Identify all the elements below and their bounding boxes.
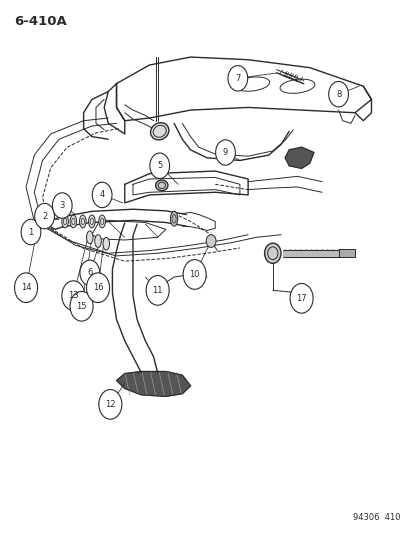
Circle shape — [70, 292, 93, 321]
Circle shape — [99, 390, 121, 419]
Text: 4: 4 — [99, 190, 104, 199]
Text: 15: 15 — [76, 302, 87, 311]
Circle shape — [150, 153, 169, 179]
Ellipse shape — [79, 215, 86, 228]
Ellipse shape — [99, 215, 105, 228]
Text: 1: 1 — [28, 228, 33, 237]
Text: 5: 5 — [157, 161, 162, 170]
Ellipse shape — [155, 180, 168, 191]
Ellipse shape — [62, 215, 68, 228]
Text: 6-410A: 6-410A — [14, 14, 66, 28]
Text: 13: 13 — [68, 291, 78, 300]
Circle shape — [21, 219, 41, 245]
Circle shape — [328, 82, 348, 107]
Polygon shape — [285, 147, 313, 168]
Ellipse shape — [103, 237, 109, 250]
Text: 8: 8 — [335, 90, 340, 99]
Ellipse shape — [70, 215, 76, 228]
Circle shape — [290, 284, 312, 313]
Text: 14: 14 — [21, 283, 31, 292]
Circle shape — [35, 204, 54, 229]
Text: 16: 16 — [93, 283, 103, 292]
Text: 17: 17 — [296, 294, 306, 303]
Circle shape — [215, 140, 235, 165]
Circle shape — [183, 260, 206, 289]
Text: 2: 2 — [42, 212, 47, 221]
Circle shape — [86, 273, 109, 303]
Text: 11: 11 — [152, 286, 162, 295]
Ellipse shape — [150, 123, 169, 140]
Text: 94306  410: 94306 410 — [352, 513, 399, 522]
Circle shape — [92, 182, 112, 208]
Text: 9: 9 — [222, 148, 228, 157]
Circle shape — [52, 193, 72, 218]
Text: 6: 6 — [87, 268, 92, 277]
Text: 3: 3 — [59, 201, 65, 210]
Ellipse shape — [86, 231, 93, 244]
Circle shape — [146, 276, 169, 305]
Ellipse shape — [95, 235, 101, 247]
Ellipse shape — [88, 215, 95, 228]
Polygon shape — [116, 372, 190, 397]
Circle shape — [228, 66, 247, 91]
Text: 12: 12 — [105, 400, 115, 409]
Ellipse shape — [170, 212, 177, 226]
Text: 10: 10 — [189, 270, 199, 279]
Circle shape — [80, 260, 100, 286]
Circle shape — [62, 281, 85, 311]
Text: 7: 7 — [235, 74, 240, 83]
Circle shape — [14, 273, 38, 303]
Ellipse shape — [264, 243, 280, 263]
FancyBboxPatch shape — [338, 249, 354, 257]
Circle shape — [206, 235, 216, 247]
